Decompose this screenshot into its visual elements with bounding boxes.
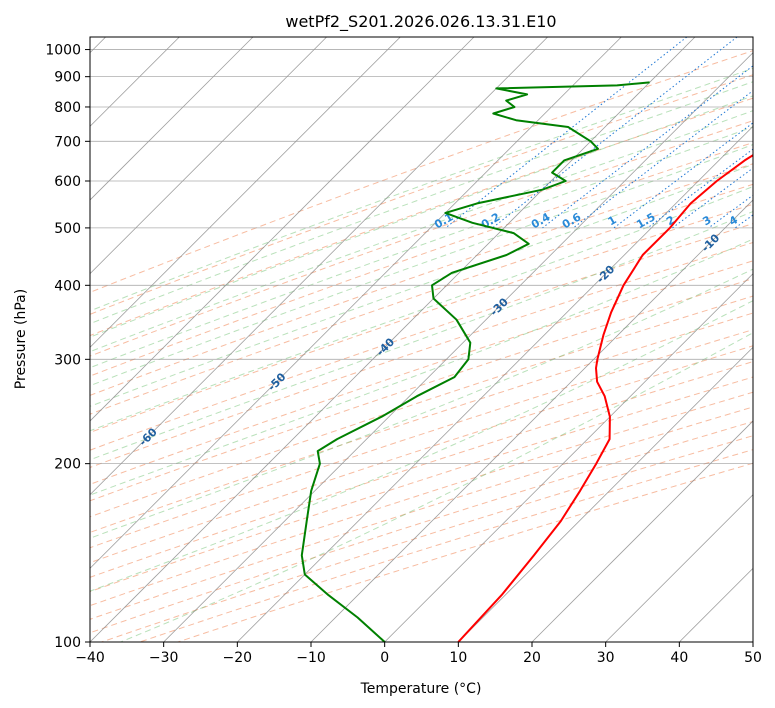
y-tick-label: 300	[54, 352, 81, 368]
isotherm	[90, 37, 401, 348]
moist-adiabat	[90, 186, 753, 432]
axes: −40 −30 −20 −10 0 10 20 30 40 50 100 200 300 400 500 60…	[45, 43, 762, 666]
isotherm	[163, 52, 753, 642]
y-tick-label: 400	[54, 278, 81, 294]
dry-adiabat	[90, 203, 753, 433]
x-tick-label: 30	[597, 650, 615, 666]
dry-adiabat	[90, 361, 753, 578]
chart-title: wetPf2_S201.2026.026.13.31.E10	[285, 12, 556, 32]
isotherm	[90, 37, 327, 275]
moist-adiabat	[90, 163, 753, 407]
y-tick-label: 700	[54, 134, 81, 150]
isotherm	[531, 420, 753, 642]
dry-adiabat	[90, 74, 753, 315]
plot-area: 0.10.20.40.611.52346810131620253036-100-…	[90, 37, 753, 642]
dry-adiabat	[90, 391, 753, 607]
y-tick-label: 800	[54, 100, 81, 116]
y-tick-label: 900	[54, 70, 81, 86]
dewpoint-profile	[300, 81, 650, 642]
mixing-ratio-line	[542, 65, 753, 229]
x-tick-label: 0	[380, 650, 389, 666]
moist-adiabat	[90, 67, 753, 312]
y-tick-label: 200	[54, 457, 81, 473]
plot-frame	[89, 36, 754, 643]
dry-adiabat	[90, 406, 753, 620]
dry-adiabat	[90, 329, 753, 549]
mixing-ratio-line	[492, 37, 738, 229]
isotherm	[237, 125, 753, 642]
dry-adiabat	[90, 142, 753, 377]
y-axis-label: Pressure (hPa)	[13, 289, 29, 389]
x-tick-label: −30	[149, 650, 179, 666]
y-tick-label: 1000	[45, 43, 81, 59]
y-tick-label: 600	[54, 174, 81, 190]
x-tick-label: 40	[670, 650, 688, 666]
dry-adiabat	[90, 376, 753, 593]
x-tick-label: 50	[744, 650, 762, 666]
moist-adiabat	[90, 268, 753, 539]
isotherm	[310, 199, 753, 642]
isotherm	[458, 346, 753, 642]
moist-adiabat	[90, 95, 753, 338]
mixing-ratio-line	[572, 90, 753, 229]
dry-adiabat	[90, 120, 753, 357]
isotherm	[90, 37, 622, 569]
dry-adiabat	[90, 183, 753, 415]
y-tick-label: 500	[54, 221, 81, 237]
isotherm	[384, 273, 753, 642]
moist-adiabat	[90, 300, 753, 592]
moist-adiabat	[90, 81, 753, 325]
y-tick-label: 100	[54, 635, 81, 651]
dry-adiabat	[90, 345, 753, 564]
temperature-profile	[457, 153, 753, 642]
x-axis-label: Temperature (°C)	[360, 681, 482, 697]
x-tick-label: −10	[296, 650, 326, 666]
x-tick-label: 10	[449, 650, 467, 666]
mixing-ratio-line	[672, 167, 753, 229]
moist-adiabat	[90, 144, 753, 387]
isotherm	[90, 37, 254, 201]
x-tick-label: −40	[75, 650, 105, 666]
isotherm	[605, 494, 753, 642]
dry-adiabat	[90, 163, 753, 396]
x-tick-label: −20	[223, 650, 253, 666]
x-tick-label: 20	[523, 650, 541, 666]
isotherm	[90, 37, 696, 642]
isotherm	[90, 37, 548, 496]
moist-adiabat	[90, 238, 753, 496]
dry-adiabat	[90, 50, 753, 293]
isotherm	[90, 37, 475, 422]
moist-adiabat	[120, 332, 753, 642]
